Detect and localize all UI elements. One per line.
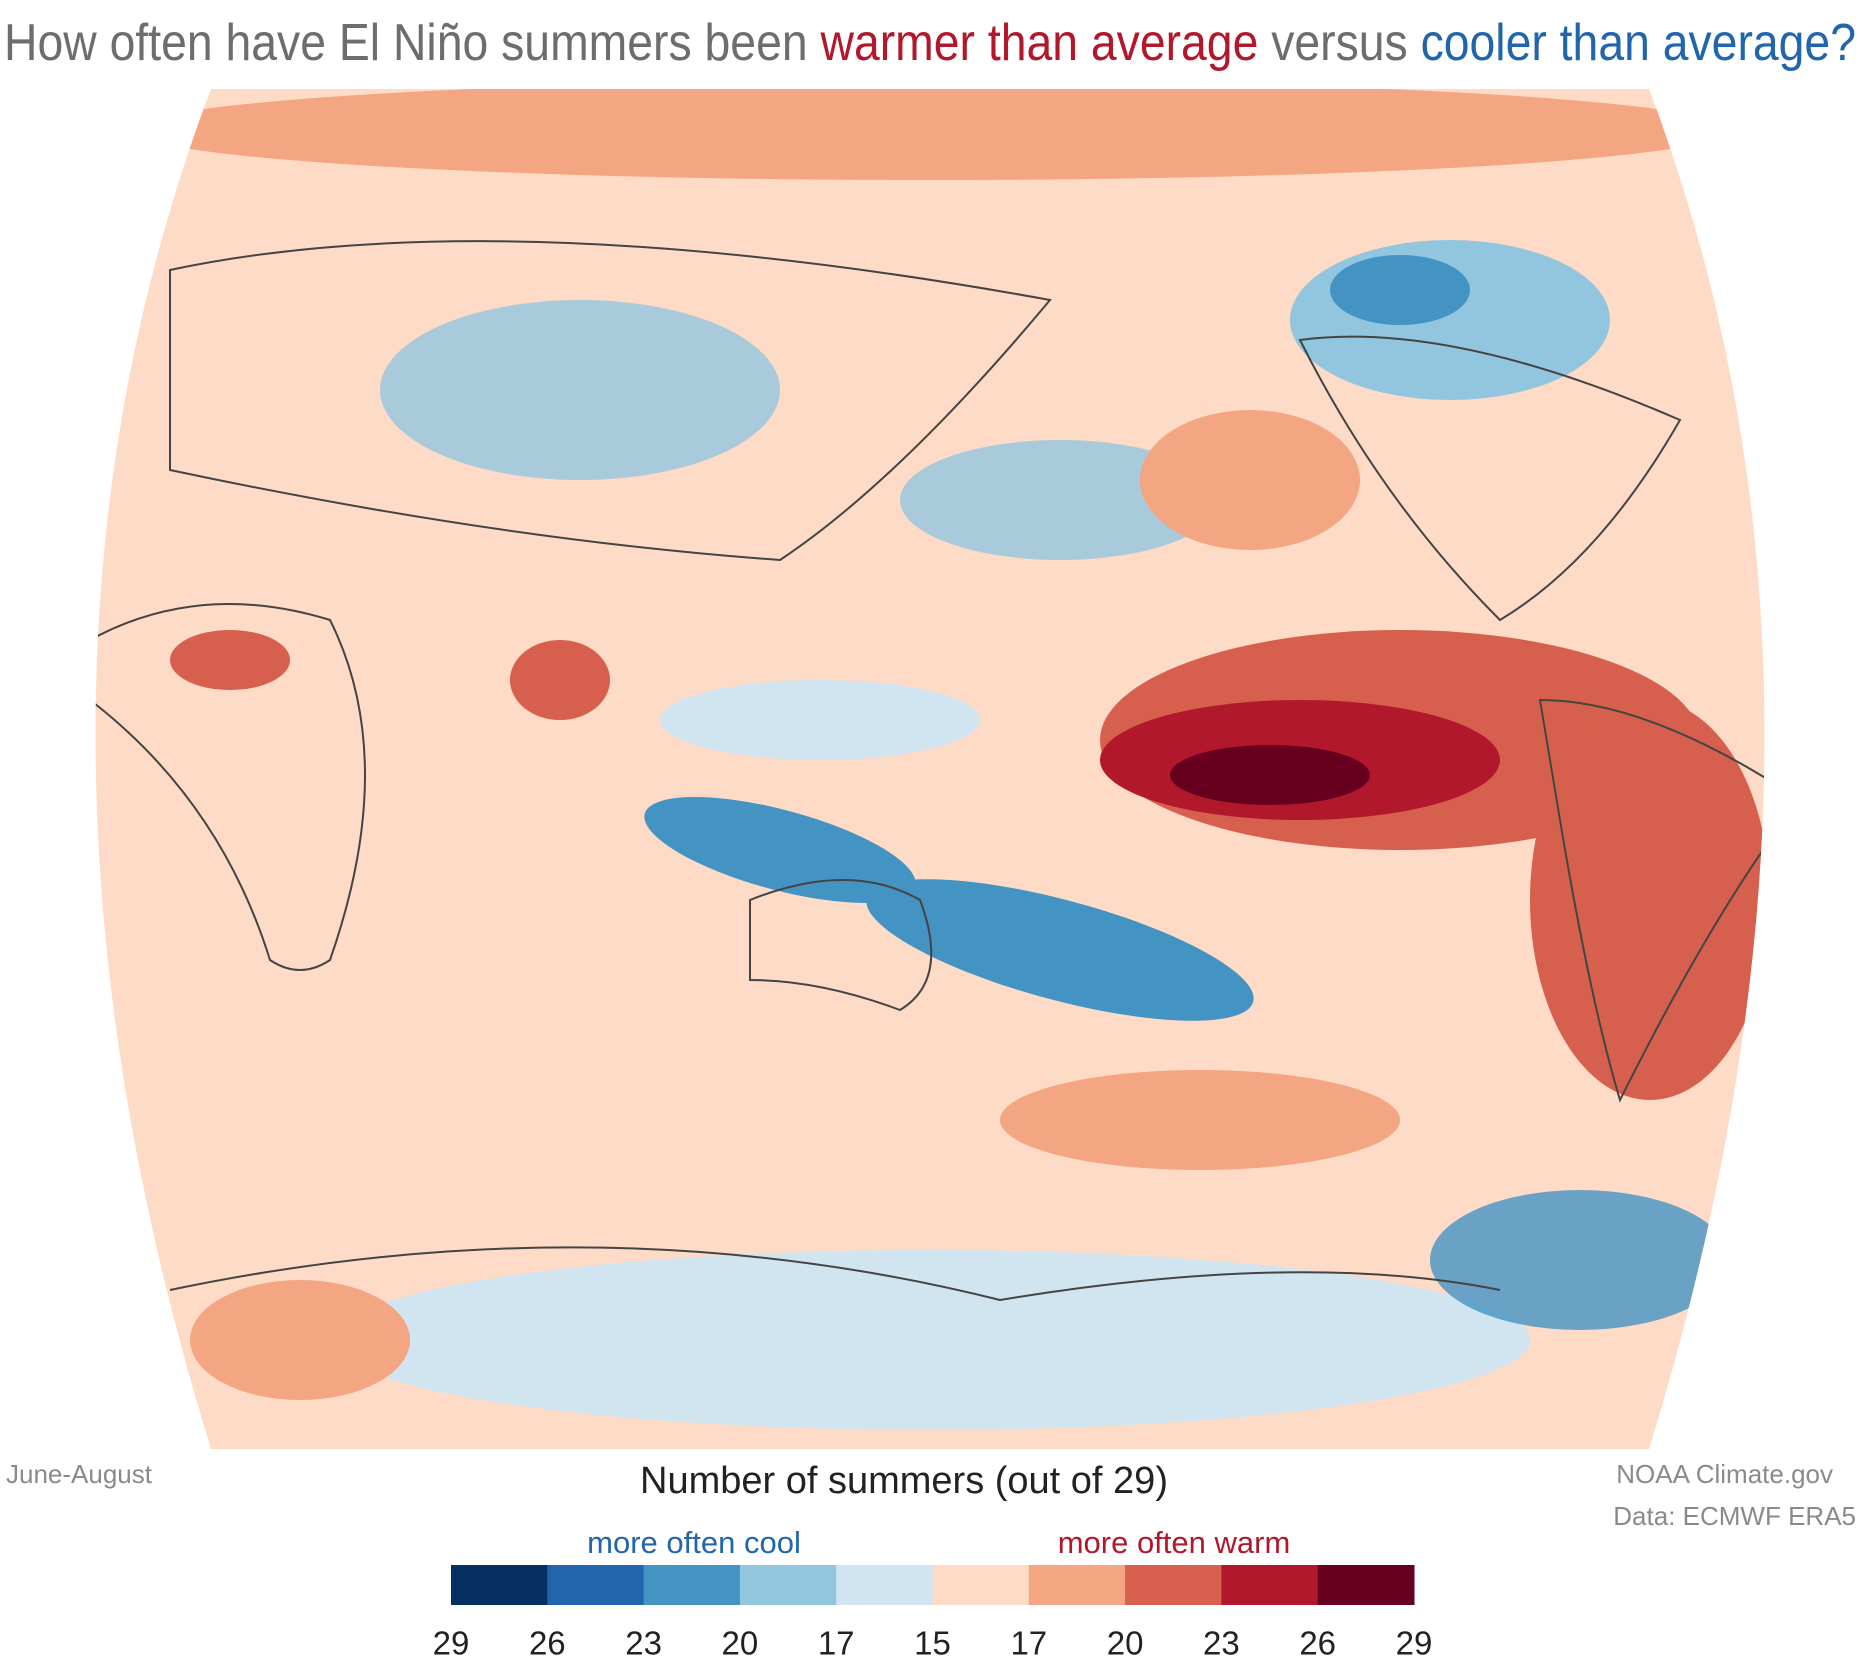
region bbox=[1140, 410, 1360, 550]
colorbar-tick-label: 15 bbox=[914, 1625, 951, 1662]
title-warm: warmer than average bbox=[820, 14, 1259, 72]
legend-cool-label: more often cool bbox=[587, 1525, 801, 1560]
title-middle: versus bbox=[1271, 14, 1407, 72]
coastline bbox=[1538, 698, 1765, 1103]
colorbar-tick-label: 17 bbox=[1010, 1625, 1047, 1662]
coastline bbox=[169, 240, 1052, 562]
colorbar-tick-label: 20 bbox=[722, 1625, 759, 1662]
region bbox=[644, 797, 916, 903]
colorbar-segment bbox=[451, 1565, 548, 1605]
coastline bbox=[1298, 335, 1682, 622]
region bbox=[330, 1250, 1530, 1430]
colorbar-segment bbox=[1125, 1565, 1222, 1605]
colorbar-segment bbox=[643, 1565, 741, 1605]
colorbar-segment bbox=[547, 1565, 645, 1605]
colorbar-tick-label: 29 bbox=[433, 1625, 470, 1662]
colorbar-tick-label: 17 bbox=[818, 1625, 855, 1662]
title: How often have El Niño summers been warm… bbox=[4, 14, 1856, 72]
colorbar-tick-label: 29 bbox=[1396, 1625, 1433, 1662]
coastline bbox=[749, 879, 933, 1012]
legend-title: Number of summers (out of 29) bbox=[640, 1460, 1168, 1502]
region bbox=[1330, 255, 1470, 325]
region bbox=[510, 640, 610, 720]
season: June-August bbox=[6, 1459, 153, 1489]
title-prefix: How often have El Niño summers been bbox=[4, 14, 808, 72]
credit: NOAA Climate.gov bbox=[1616, 1459, 1833, 1489]
region bbox=[660, 680, 980, 760]
region bbox=[866, 879, 1254, 1021]
colorbar-tick-label: 23 bbox=[1203, 1625, 1240, 1662]
colorbar-segment bbox=[1221, 1565, 1319, 1605]
region bbox=[380, 300, 780, 480]
region bbox=[1430, 1190, 1730, 1330]
colorbar-tick-label: 23 bbox=[625, 1625, 662, 1662]
colorbar-segment bbox=[1028, 1565, 1126, 1605]
region bbox=[1530, 700, 1765, 1100]
title-cool: cooler than average? bbox=[1421, 14, 1856, 72]
region bbox=[170, 630, 290, 690]
coastline bbox=[95, 603, 366, 971]
colorbar-segment bbox=[739, 1565, 837, 1605]
colorbar-segment bbox=[836, 1565, 933, 1605]
colorbar-tick-label: 20 bbox=[1107, 1625, 1144, 1662]
region bbox=[700, 900, 900, 1020]
region bbox=[1000, 1070, 1400, 1170]
region bbox=[900, 440, 1220, 560]
map bbox=[95, 89, 1765, 1449]
colorbar-segment bbox=[1317, 1565, 1415, 1605]
colorbar-tick-label: 26 bbox=[1299, 1625, 1336, 1662]
colorbar-tick-label: 26 bbox=[529, 1625, 566, 1662]
legend-warm-label: more often warm bbox=[1058, 1525, 1291, 1560]
region bbox=[190, 1280, 410, 1400]
colorbar-segment bbox=[932, 1565, 1030, 1605]
coastline bbox=[169, 1246, 1501, 1302]
region bbox=[1170, 745, 1370, 805]
colorbar: 29 26 23 20 17 15 17 20 23 26 29 bbox=[433, 1565, 1433, 1662]
region bbox=[1290, 240, 1610, 400]
region bbox=[130, 89, 1730, 180]
source: Data: ECMWF ERA5 bbox=[1613, 1501, 1856, 1531]
